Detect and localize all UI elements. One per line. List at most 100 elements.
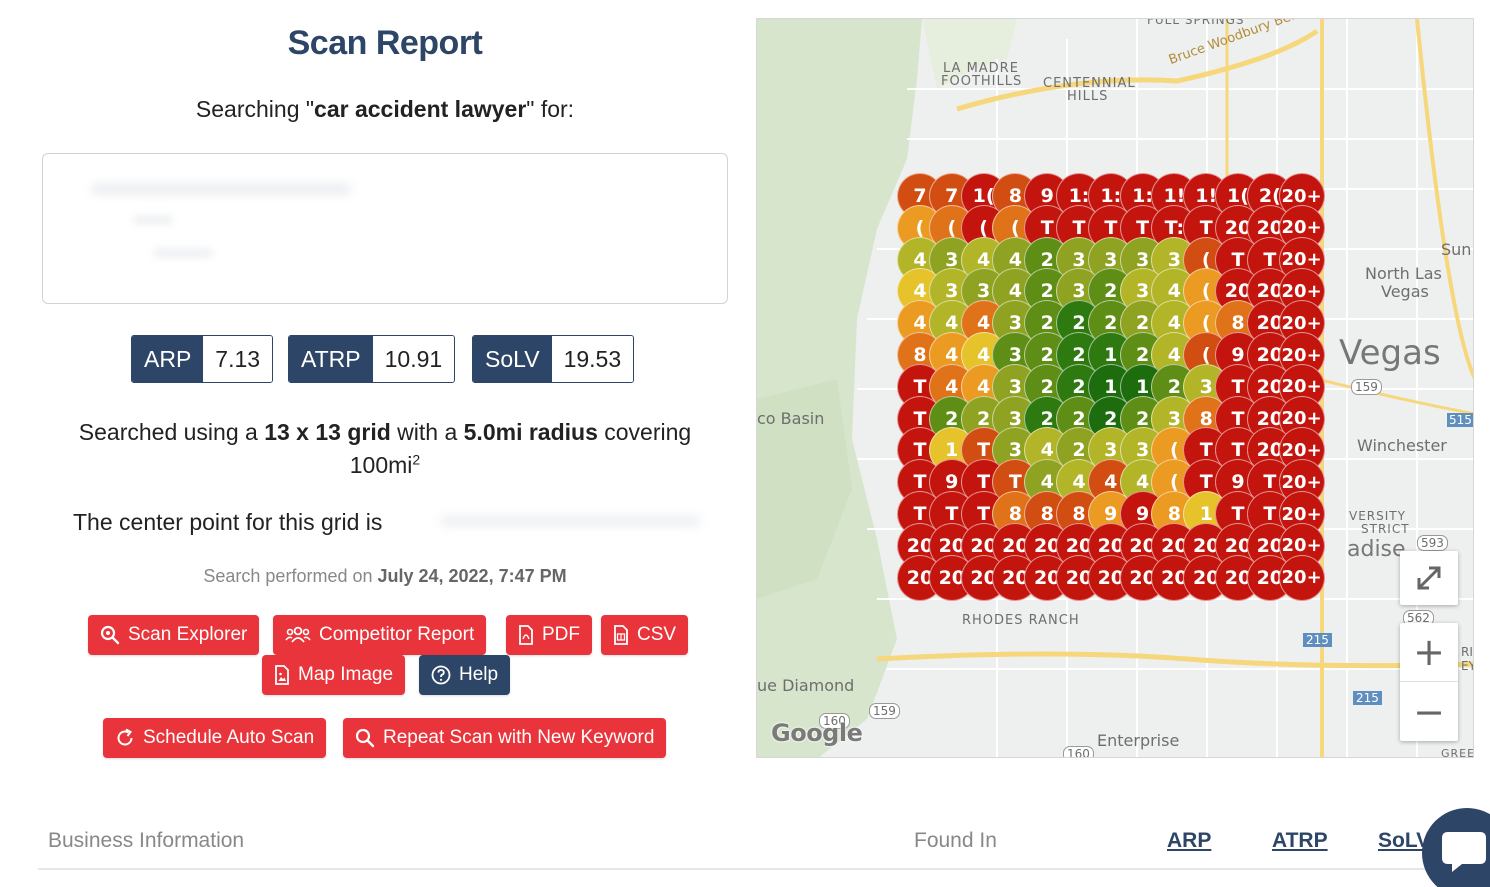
scan-map[interactable]: FULL SPRINGS LA MADRE FOOTHILLS CENTENNI… <box>756 18 1474 758</box>
map-label: CENTENNIAL <box>1043 76 1136 91</box>
searching-prefix: Searching " <box>195 96 315 122</box>
metrics-row: ARP 7.13 ATRP 10.91 SoLV 19.53 <box>0 335 770 383</box>
grid-radius: 5.0mi radius <box>463 419 598 445</box>
map-label: 215 <box>1353 691 1382 705</box>
button-label: Schedule Auto Scan <box>143 727 315 748</box>
col-found-in: Found In <box>914 829 997 852</box>
metric-value: 7.13 <box>203 336 273 382</box>
map-label: LA MADRE <box>943 61 1019 76</box>
map-label: 160 <box>819 713 850 729</box>
button-label: Help <box>459 664 499 685</box>
map-label: 159 <box>869 703 900 719</box>
map-label: Enterprise <box>1097 731 1180 750</box>
map-label: GREE <box>1441 747 1474 758</box>
table-header-divider <box>38 868 1438 870</box>
map-label: RI <box>1461 645 1473 659</box>
button-label: Scan Explorer <box>128 624 248 645</box>
map-label: EY <box>1461 659 1473 673</box>
repeat-scan-button[interactable]: Repeat Scan with New Keyword <box>343 718 667 758</box>
map-label: 215 <box>1303 633 1332 647</box>
col-atrp-sort-link[interactable]: ATRP <box>1272 829 1328 852</box>
map-label: 593 <box>1417 535 1448 551</box>
image-file-icon <box>275 665 289 685</box>
page-title: Scan Report <box>287 24 483 62</box>
google-logo: Google <box>771 719 863 747</box>
schedule-auto-scan-button[interactable]: Schedule Auto Scan <box>103 718 327 758</box>
map-label: 515 <box>1447 413 1473 427</box>
zoom-in-button[interactable]: + <box>1400 623 1458 682</box>
csv-button[interactable]: CSV <box>601 615 689 655</box>
col-arp-sort-link[interactable]: ARP <box>1167 829 1212 852</box>
csv-file-icon <box>614 625 628 645</box>
search-icon <box>100 625 120 645</box>
grid-area-sup: 2 <box>412 451 421 468</box>
redacted-text <box>133 216 173 224</box>
metric-value: 19.53 <box>551 336 634 382</box>
search-performed: Search performed on July 24, 2022, 7:47 … <box>0 566 770 587</box>
help-button[interactable]: Help <box>419 655 511 695</box>
grid-prefix: Searched using a <box>78 419 265 445</box>
searching-suffix: " for: <box>526 96 575 122</box>
col-business-information: Business Information <box>48 829 245 852</box>
grid-size: 13 x 13 grid <box>264 419 391 445</box>
col-solv-sort-link[interactable]: SoLV <box>1378 829 1431 852</box>
map-label: Winchester <box>1357 436 1447 455</box>
rank-grid: 7 7 1(8 9 1: 1: 1: 1! 1! 1(2(20+((((T T T T T: T 20 20 20… <box>757 19 1473 757</box>
map-label: STRICT <box>1361 522 1410 536</box>
map-label: FULL SPRINGS <box>1147 18 1245 27</box>
grid-description: Searched using a 13 x 13 grid with a 5.0… <box>40 416 730 482</box>
map-label: adise <box>1347 537 1406 562</box>
grid-area: 100mi <box>349 452 413 478</box>
grid-suffix: covering <box>597 419 692 445</box>
redacted-text <box>440 516 700 526</box>
redo-icon <box>117 728 133 746</box>
map-label: HILLS <box>1067 89 1109 104</box>
map-label: Vegas <box>1381 282 1429 301</box>
button-label: CSV <box>637 624 677 645</box>
scan-explorer-button[interactable]: Scan Explorer <box>88 615 260 655</box>
fullscreen-button[interactable] <box>1400 551 1458 605</box>
zoom-out-button[interactable]: − <box>1413 689 1445 734</box>
map-label: Vegas <box>1339 333 1441 373</box>
question-circle-icon <box>431 665 451 685</box>
grid-rank-marker[interactable]: 20+ <box>1278 554 1325 601</box>
competitor-report-button[interactable]: Competitor Report <box>273 615 487 655</box>
metric-atrp: ATRP 10.91 <box>288 335 456 383</box>
expand-arrows-icon <box>1417 566 1441 590</box>
performed-prefix: Search performed on <box>203 566 378 586</box>
search-icon <box>355 728 375 748</box>
pdf-file-icon <box>519 625 533 645</box>
metric-value: 10.91 <box>372 336 455 382</box>
performed-date: July 24, 2022, 7:47 PM <box>377 566 567 586</box>
map-label: FOOTHILLS <box>941 74 1023 89</box>
pdf-button[interactable]: PDF <box>506 615 592 655</box>
button-label: Competitor Report <box>319 624 475 645</box>
button-label: Map Image <box>298 664 394 685</box>
metric-label: ATRP <box>289 336 373 382</box>
map-label: Sun <box>1441 240 1472 259</box>
search-keyword: car accident lawyer <box>314 96 527 122</box>
redacted-text <box>153 249 213 257</box>
map-label: RHODES RANCH <box>962 613 1080 628</box>
metric-arp: ARP 7.13 <box>131 335 274 383</box>
metric-label: SoLV <box>473 336 552 382</box>
map-label: 160 <box>1063 746 1094 757</box>
business-info-box <box>42 153 728 304</box>
zoom-controls: + − <box>1400 623 1458 741</box>
button-label: PDF <box>542 624 580 645</box>
map-label: 159 <box>1351 379 1382 395</box>
users-icon <box>285 626 311 643</box>
metric-label: ARP <box>132 336 204 382</box>
chat-widget-button[interactable] <box>1422 808 1490 887</box>
map-label: ue Diamond <box>757 676 855 695</box>
grid-mid: with a <box>390 419 464 445</box>
map-label: VERSITY <box>1349 509 1406 523</box>
redacted-text <box>91 184 351 194</box>
map-label: North Las <box>1365 264 1442 283</box>
center-point-text: The center point for this grid is <box>73 509 383 535</box>
map-image-button[interactable]: Map Image <box>262 655 406 695</box>
map-label: co Basin <box>757 409 825 428</box>
metric-solv: SoLV 19.53 <box>472 335 635 383</box>
button-label: Repeat Scan with New Keyword <box>383 727 655 748</box>
chat-bubble-icon <box>1442 832 1486 872</box>
